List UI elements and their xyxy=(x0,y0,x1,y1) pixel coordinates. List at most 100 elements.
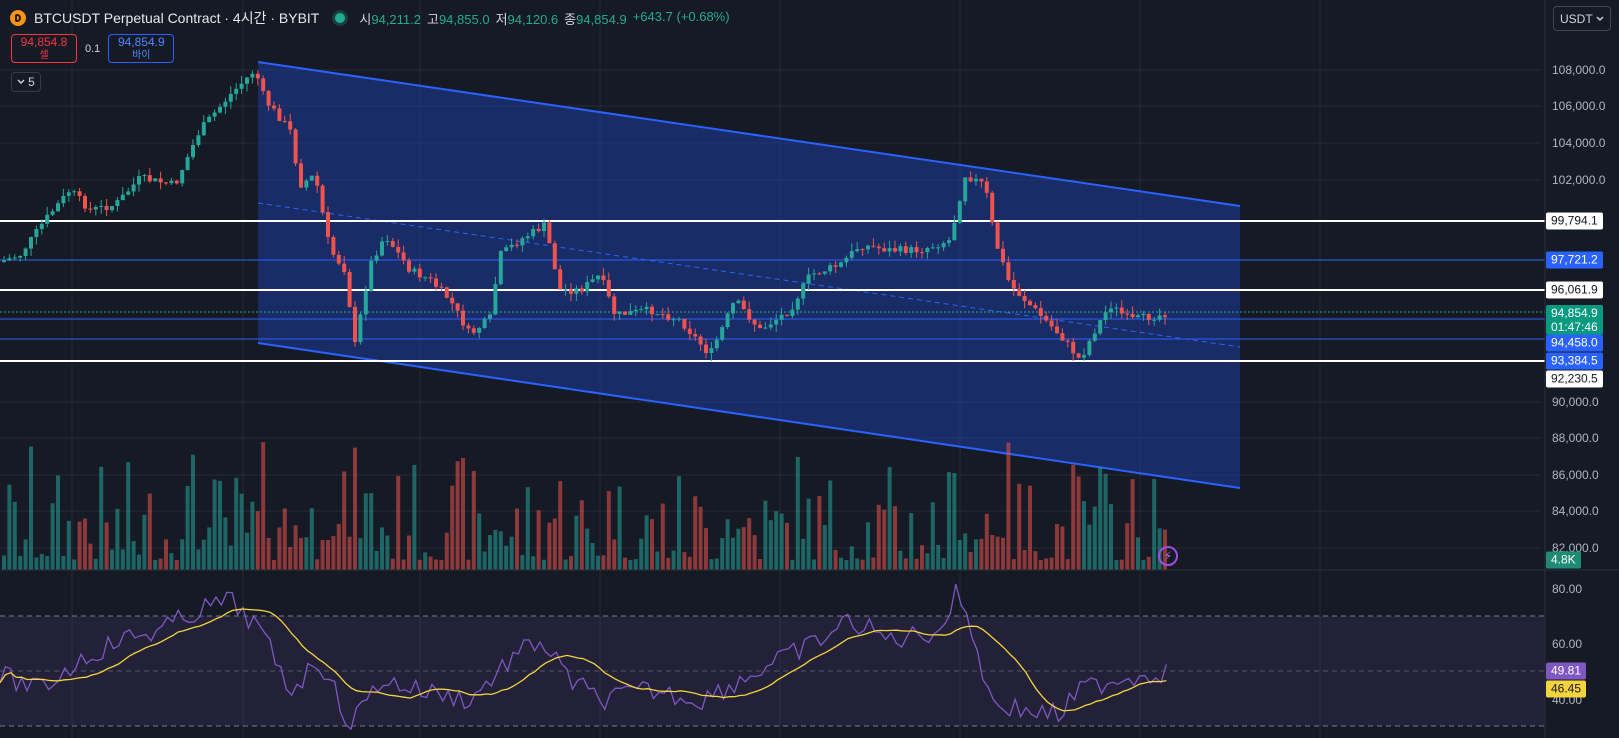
volume-bar xyxy=(871,557,876,570)
candle-body xyxy=(531,228,536,237)
volume-bar xyxy=(601,555,606,570)
rsi-line[interactable] xyxy=(0,584,1168,731)
candle-body xyxy=(574,288,579,294)
candle-body xyxy=(903,246,908,253)
volume-bar xyxy=(326,539,330,570)
candle-body xyxy=(633,309,638,312)
volume-bar xyxy=(671,550,676,570)
candle-body xyxy=(250,73,255,78)
candle-body xyxy=(347,272,352,307)
indicator-count: 5 xyxy=(28,75,35,89)
candle-body xyxy=(66,192,71,196)
candle-body xyxy=(1060,333,1065,341)
candle-body xyxy=(1055,326,1059,334)
volume-bar xyxy=(455,461,460,570)
sell-button[interactable]: 94,854.8 셀 xyxy=(11,34,77,63)
candle-body xyxy=(471,328,476,333)
rsi-band xyxy=(0,616,1545,726)
candle-body xyxy=(752,319,757,325)
candle-body xyxy=(1125,313,1130,315)
volume-bar xyxy=(768,520,773,570)
volume-bar xyxy=(725,519,730,570)
candle-body xyxy=(1141,313,1146,316)
volume-bar xyxy=(439,559,444,570)
candle-body xyxy=(660,314,665,316)
last-price: 94,854.9 xyxy=(1551,306,1598,320)
volume-bar xyxy=(488,534,492,570)
candle-body xyxy=(336,254,341,264)
candlesticks[interactable] xyxy=(2,70,1167,362)
candle-body xyxy=(1033,305,1038,309)
candle-body xyxy=(671,319,676,321)
candle-body xyxy=(682,318,687,329)
candle-body xyxy=(768,324,773,328)
candle-body xyxy=(579,288,584,292)
candle-body xyxy=(390,240,395,247)
volume-bar xyxy=(29,446,33,570)
volume-bar xyxy=(866,522,870,570)
sell-label: 셀 xyxy=(39,49,49,61)
volume-bar xyxy=(812,559,816,570)
currency-select[interactable]: USDT xyxy=(1553,6,1611,31)
candle-body xyxy=(747,309,752,320)
candle-body xyxy=(461,310,465,326)
symbol-title[interactable]: BTCUSDT Perpetual Contract · 4시간 · BYBIT xyxy=(34,10,320,26)
volume-bar xyxy=(61,555,66,570)
volume-bar xyxy=(34,557,39,570)
volume-bar xyxy=(1119,559,1124,570)
channel-lower-line[interactable] xyxy=(257,342,1241,489)
candle-body xyxy=(585,281,590,292)
volume-bar xyxy=(925,553,930,570)
alert-clock-icon[interactable]: ⚡ xyxy=(1158,546,1178,566)
axis-tick: 88,000.0 xyxy=(1552,431,1599,445)
volume-bar xyxy=(331,535,336,570)
candle-body xyxy=(714,339,719,349)
candle-body xyxy=(201,122,206,136)
candle-body xyxy=(61,195,66,204)
candle-body xyxy=(320,185,325,213)
volume-bar xyxy=(1136,537,1140,570)
volume-bar xyxy=(412,464,417,570)
candle-body xyxy=(914,247,919,253)
volume-bar xyxy=(563,559,568,570)
candle-body xyxy=(169,180,174,184)
candle-body xyxy=(407,260,411,272)
volume-bar xyxy=(353,447,357,570)
volume-bar xyxy=(644,515,649,570)
volume-bar xyxy=(309,508,314,570)
trade-panel: 94,854.8 셀 0.1 94,854.9 바이 xyxy=(11,34,175,63)
candle-body xyxy=(1152,319,1157,321)
candle-body xyxy=(741,300,746,310)
rsi-ma-line[interactable] xyxy=(0,608,1167,712)
volume-bar xyxy=(56,475,60,570)
channel-middle-line[interactable] xyxy=(257,202,1241,348)
volume-bar xyxy=(407,535,411,570)
volume-bar xyxy=(828,480,833,570)
volume-bar xyxy=(698,506,703,570)
volume-bar xyxy=(1114,559,1119,570)
candle-body xyxy=(617,311,622,314)
candle-body xyxy=(655,314,660,316)
volume-bar xyxy=(385,535,390,570)
volume-bar xyxy=(612,539,617,570)
indicators-toggle-button[interactable]: 5 xyxy=(11,72,41,92)
candle-body xyxy=(790,309,795,316)
candle-body xyxy=(304,180,309,188)
volume-bar xyxy=(444,532,449,570)
candle-body xyxy=(687,328,692,335)
buy-price: 94,854.9 xyxy=(117,34,165,49)
volume-bar xyxy=(39,553,44,570)
volume-bar xyxy=(839,557,843,570)
candle-body xyxy=(812,273,816,275)
candle-body xyxy=(650,306,654,315)
candle-body xyxy=(1071,341,1076,354)
rsi-axis-tick: 80.00 xyxy=(1552,582,1583,596)
channel-upper-line[interactable] xyxy=(257,61,1241,207)
candle-body xyxy=(763,327,768,329)
volume-bar xyxy=(1103,473,1108,570)
chevron-down-icon xyxy=(1596,16,1604,21)
volume-bar xyxy=(822,525,827,570)
volume-bar xyxy=(893,506,897,570)
buy-button[interactable]: 94,854.9 바이 xyxy=(108,34,175,63)
